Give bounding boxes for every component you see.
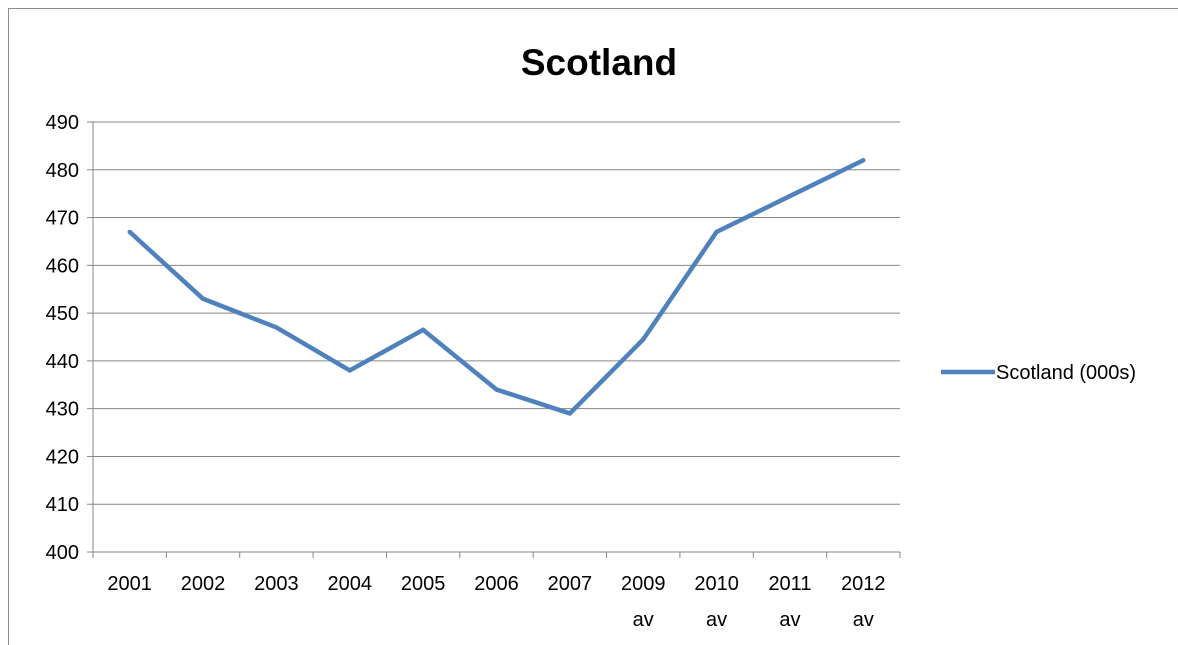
x-tick-label: 2010 av xyxy=(694,573,739,631)
data-point xyxy=(787,193,793,199)
x-tick-label: 2001 xyxy=(107,573,152,595)
y-tick-label: 410 xyxy=(46,494,79,516)
legend: Scotland (000s) xyxy=(941,362,1136,384)
x-tick-label: 2002 xyxy=(181,573,226,595)
data-point xyxy=(714,229,719,235)
y-tick-label: 470 xyxy=(46,208,79,230)
data-point xyxy=(567,411,573,416)
data-point xyxy=(494,387,499,392)
y-tick-label: 430 xyxy=(46,399,79,421)
x-tick-label: 2009 av xyxy=(621,573,666,631)
series-lines xyxy=(127,158,866,416)
x-tick-label: 2012 av xyxy=(841,573,886,631)
y-tick-label: 400 xyxy=(46,542,79,564)
x-tick-label: 2007 xyxy=(548,573,593,595)
data-point xyxy=(861,158,866,163)
y-axis-tick-labels: 400 410 420 430 440 450 460 470 480 490 xyxy=(46,112,79,564)
x-tick-label: 2005 xyxy=(401,573,446,595)
data-point xyxy=(347,368,352,373)
x-tick-label: 2006 xyxy=(474,573,519,595)
gridlines xyxy=(93,121,900,505)
y-tick-label: 480 xyxy=(46,160,79,182)
chart-title: Scotland xyxy=(521,42,677,83)
axes xyxy=(87,121,901,558)
y-tick-label: 440 xyxy=(46,351,79,373)
x-tick-label: 2011 av xyxy=(768,573,811,631)
legend-label: Scotland (000s) xyxy=(996,362,1136,384)
data-point xyxy=(641,337,646,342)
y-tick-label: 460 xyxy=(46,255,79,277)
y-tick-label: 420 xyxy=(46,446,79,468)
series-line-0 xyxy=(128,158,865,416)
y-tick-label: 450 xyxy=(46,303,79,325)
data-point xyxy=(420,327,426,333)
x-tick-label: 2004 xyxy=(328,573,373,595)
x-axis-tick-labels: 2001 2002 2003 2004 2005 2006 2007 2009 av 2010 av… xyxy=(107,573,885,631)
x-tick-label: 2003 xyxy=(254,573,299,595)
data-point xyxy=(200,296,206,301)
y-tick-label: 490 xyxy=(46,112,79,134)
data-point xyxy=(274,325,279,330)
chart-frame xyxy=(8,8,1178,645)
data-point xyxy=(127,229,132,235)
